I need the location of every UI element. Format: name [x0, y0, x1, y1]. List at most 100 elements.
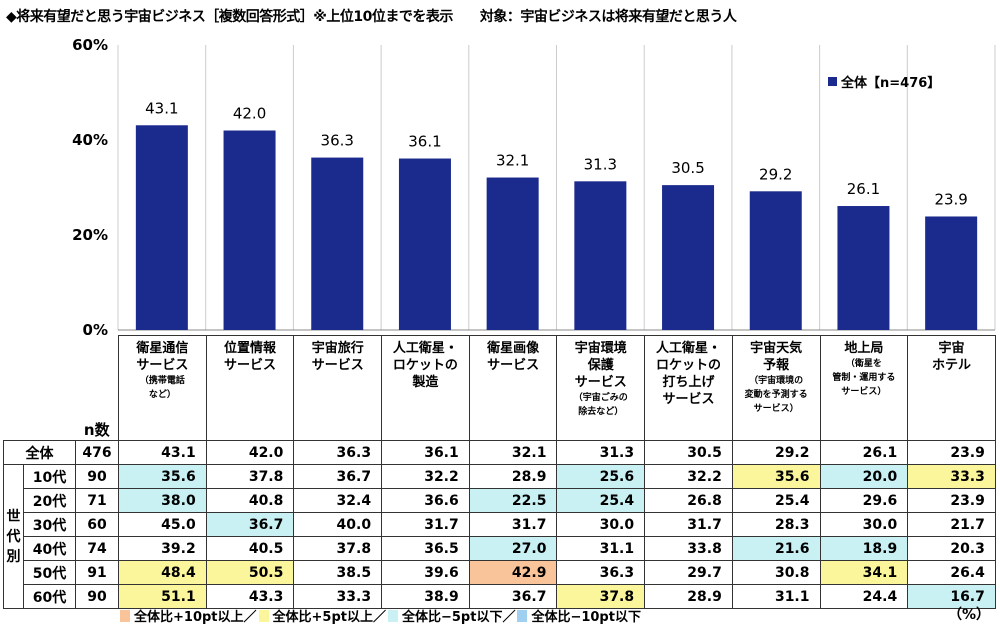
data-table: n数 衛星通信 サービス （携帯電話 など） 位置情報 サービス 宇宙旅行 サービス 人工… [3, 335, 996, 609]
table-cell: 31.7 [644, 512, 733, 537]
table-cell: 22.5 [468, 488, 558, 513]
table-cell: 21.7 [907, 512, 996, 537]
category-label: 衛星画像 サービス [487, 341, 540, 373]
category-header: 地上局 （衛星を 管制・運用する サービス） [819, 335, 909, 441]
bar [749, 191, 802, 330]
table-cell: 31.7 [468, 512, 558, 537]
highlight-legend-item: 全体比+5pt以上／ [272, 610, 386, 625]
category-header: 人工衛星・ ロケットの 製造 [381, 335, 470, 441]
table-cell: 37.8 [293, 536, 383, 561]
row-label: 60代 [23, 584, 76, 609]
category-header: 宇宙環境 保護 サービス （宇宙ごみの 除去など） [556, 335, 646, 441]
data-label: 23.9 [934, 190, 967, 208]
table-cell: 29.2 [731, 440, 821, 465]
bar [135, 125, 188, 331]
table-cell: 30.0 [556, 512, 646, 537]
table-cell: 35.6 [731, 464, 821, 489]
bar [486, 177, 539, 330]
category-header: 宇宙天気 予報 （宇宙環境の 変動を予測する サービス） [731, 335, 821, 441]
group-label: 世代別 [3, 464, 24, 609]
table-cell: 29.6 [819, 488, 909, 513]
table-cell: 40.0 [293, 512, 383, 537]
highlight-swatch [387, 609, 398, 622]
y-tick-label: 20% [72, 226, 108, 244]
highlight-swatch [120, 609, 130, 622]
table-cell: 45.0 [118, 512, 207, 537]
table-row: 40代 74 39.2 40.5 37.8 36.5 27.0 31.1 33.8 21.6 18.… [4, 536, 996, 561]
table-cell: 43.3 [205, 584, 295, 609]
table-cell: 50.5 [205, 560, 295, 585]
bar-chart: 43.1 42.0 36.3 36.1 32.1 31.3 30.5 29.2 26.1 23.9 [117, 45, 996, 331]
table-cell: 37.8 [556, 584, 646, 609]
bar [662, 185, 715, 330]
header-row: n数 衛星通信 サービス （携帯電話 など） 位置情報 サービス 宇宙旅行 サービス 人工… [4, 335, 996, 441]
data-label: 42.0 [233, 105, 266, 123]
table-cell: 21.6 [731, 536, 821, 561]
category-note: （衛星を 管制・運用する サービス） [832, 359, 896, 397]
table-cell: 38.9 [381, 584, 470, 609]
table-cell: 38.5 [293, 560, 383, 585]
table-cell: 51.1 [118, 584, 207, 609]
table-cell: 16.7 [907, 584, 996, 609]
table-cell: 42.0 [205, 440, 295, 465]
highlight-legend-item: 全体比−10pt以下 [531, 610, 641, 625]
table-cell: 35.6 [118, 464, 207, 489]
table-row-total: 全体 476 43.1 42.0 36.3 36.1 32.1 31.3 30.5 29.2 26.… [3, 440, 996, 465]
category-header: 衛星画像 サービス [468, 335, 558, 441]
n-value: 90 [75, 584, 119, 609]
category-label: 人工衛星・ ロケットの 打ち上げ サービス [655, 341, 721, 407]
table-cell: 18.9 [819, 536, 909, 561]
table-cell: 36.3 [556, 560, 646, 585]
highlight-legend: 全体比+10pt以上／ 全体比+5pt以上／ 全体比−5pt以下／ 全体比−10pt以… [120, 606, 641, 625]
n-value: 91 [75, 560, 119, 585]
table-cell: 31.3 [556, 440, 646, 465]
bar [574, 181, 627, 330]
category-label: 人工衛星・ ロケットの 製造 [392, 341, 458, 390]
table-cell: 33.3 [293, 584, 383, 609]
table-cell: 36.3 [293, 440, 383, 465]
category-label: 地上局 [844, 341, 884, 356]
bar [398, 158, 451, 330]
table-cell: 36.7 [205, 512, 295, 537]
highlight-swatch [258, 609, 269, 622]
n-header: n数 [75, 335, 119, 441]
table-cell: 28.9 [644, 584, 733, 609]
n-value: 71 [75, 488, 119, 513]
highlight-swatch [517, 609, 528, 622]
table-cell: 25.4 [556, 488, 646, 513]
table-cell: 32.1 [468, 440, 558, 465]
row-label: 40代 [23, 536, 76, 561]
table-cell: 36.7 [293, 464, 383, 489]
category-label: 宇宙旅行 サービス [311, 341, 364, 373]
y-tick-label: 40% [72, 131, 108, 149]
table-cell: 38.0 [118, 488, 207, 513]
category-note: （宇宙環境の 変動を予測する サービス） [744, 376, 808, 414]
table-cell: 43.1 [118, 440, 207, 465]
data-label: 26.1 [847, 180, 880, 198]
data-label: 30.5 [671, 159, 704, 177]
table-cell: 36.5 [381, 536, 470, 561]
table-cell: 29.7 [644, 560, 733, 585]
table-row: 50代 91 48.4 50.5 38.5 39.6 42.9 36.3 29.7 30.8 34.… [4, 560, 996, 585]
data-label: 32.1 [496, 152, 529, 170]
category-label: 衛星通信 サービス [136, 341, 189, 373]
category-header: 位置情報 サービス [205, 335, 295, 441]
bar [837, 206, 890, 330]
n-value: 90 [75, 464, 119, 489]
group-label-text: 世代別 [6, 508, 21, 565]
y-tick-label: 60% [72, 36, 108, 54]
legend-swatch [828, 77, 837, 86]
table-cell: 27.0 [468, 536, 558, 561]
legend-label: 全体【n=476】 [841, 76, 941, 91]
category-label: 宇宙 ホテル [932, 341, 972, 373]
data-label: 43.1 [145, 99, 178, 117]
legend: 全体【n=476】 [828, 72, 940, 91]
table-cell: 31.1 [731, 584, 821, 609]
category-label: 宇宙天気 予報 [750, 341, 803, 373]
table-cell: 31.7 [381, 512, 470, 537]
category-header: 宇宙 ホテル [907, 335, 996, 441]
table-cell: 39.2 [118, 536, 207, 561]
row-label: 20代 [23, 488, 76, 513]
table-cell: 30.5 [644, 440, 733, 465]
table-cell: 34.1 [819, 560, 909, 585]
